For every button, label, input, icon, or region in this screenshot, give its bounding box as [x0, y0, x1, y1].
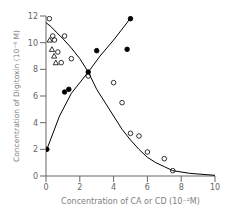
svg-text:Concentration of CA or CD (10⁻: Concentration of CA or CD (10⁻²M) [61, 197, 200, 206]
svg-text:0: 0 [43, 183, 48, 192]
svg-text:12: 12 [28, 12, 38, 21]
svg-text:4: 4 [111, 183, 116, 192]
svg-text:10: 10 [210, 183, 220, 192]
svg-text:6: 6 [145, 183, 150, 192]
svg-text:2: 2 [33, 145, 38, 154]
svg-text:0: 0 [33, 172, 38, 181]
svg-text:8: 8 [179, 183, 184, 192]
svg-text:6: 6 [33, 92, 38, 101]
svg-text:4: 4 [33, 119, 38, 128]
svg-text:Concentration of Digitoxin (10: Concentration of Digitoxin (10⁻⁶ M) [12, 30, 21, 162]
svg-text:10: 10 [28, 39, 38, 48]
svg-text:8: 8 [33, 65, 38, 74]
svg-text:2: 2 [77, 183, 82, 192]
